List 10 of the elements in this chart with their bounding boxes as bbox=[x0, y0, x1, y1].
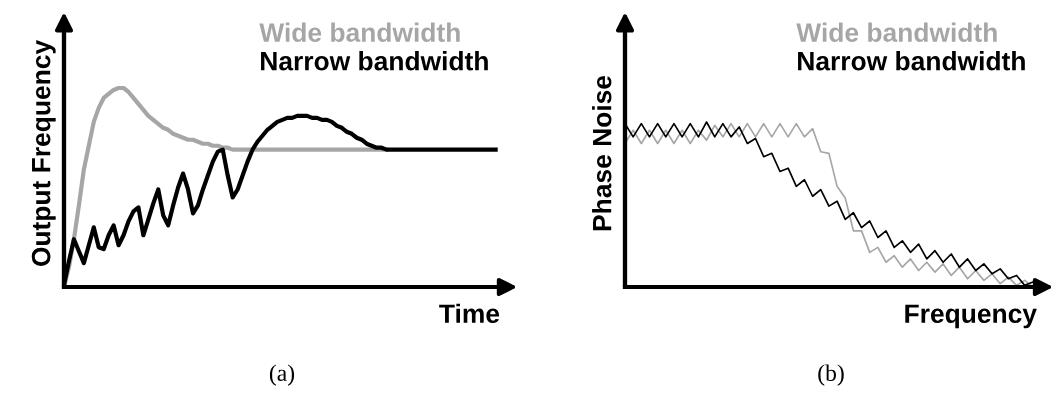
y-axis-title: Phase Noise bbox=[592, 75, 612, 231]
text: (a) bbox=[269, 364, 295, 386]
text: Narrow bandwidth bbox=[798, 51, 1025, 71]
text: (b) bbox=[818, 364, 844, 386]
text: Wide bandwidth bbox=[259, 22, 460, 42]
text: Wide bandwidth bbox=[796, 22, 997, 42]
x-axis-title: Frequency bbox=[905, 304, 1037, 329]
y-axis-title: Output Frequency bbox=[31, 40, 56, 267]
x-axis-title: Time bbox=[439, 303, 500, 324]
text: Narrow bandwidth bbox=[261, 51, 488, 71]
